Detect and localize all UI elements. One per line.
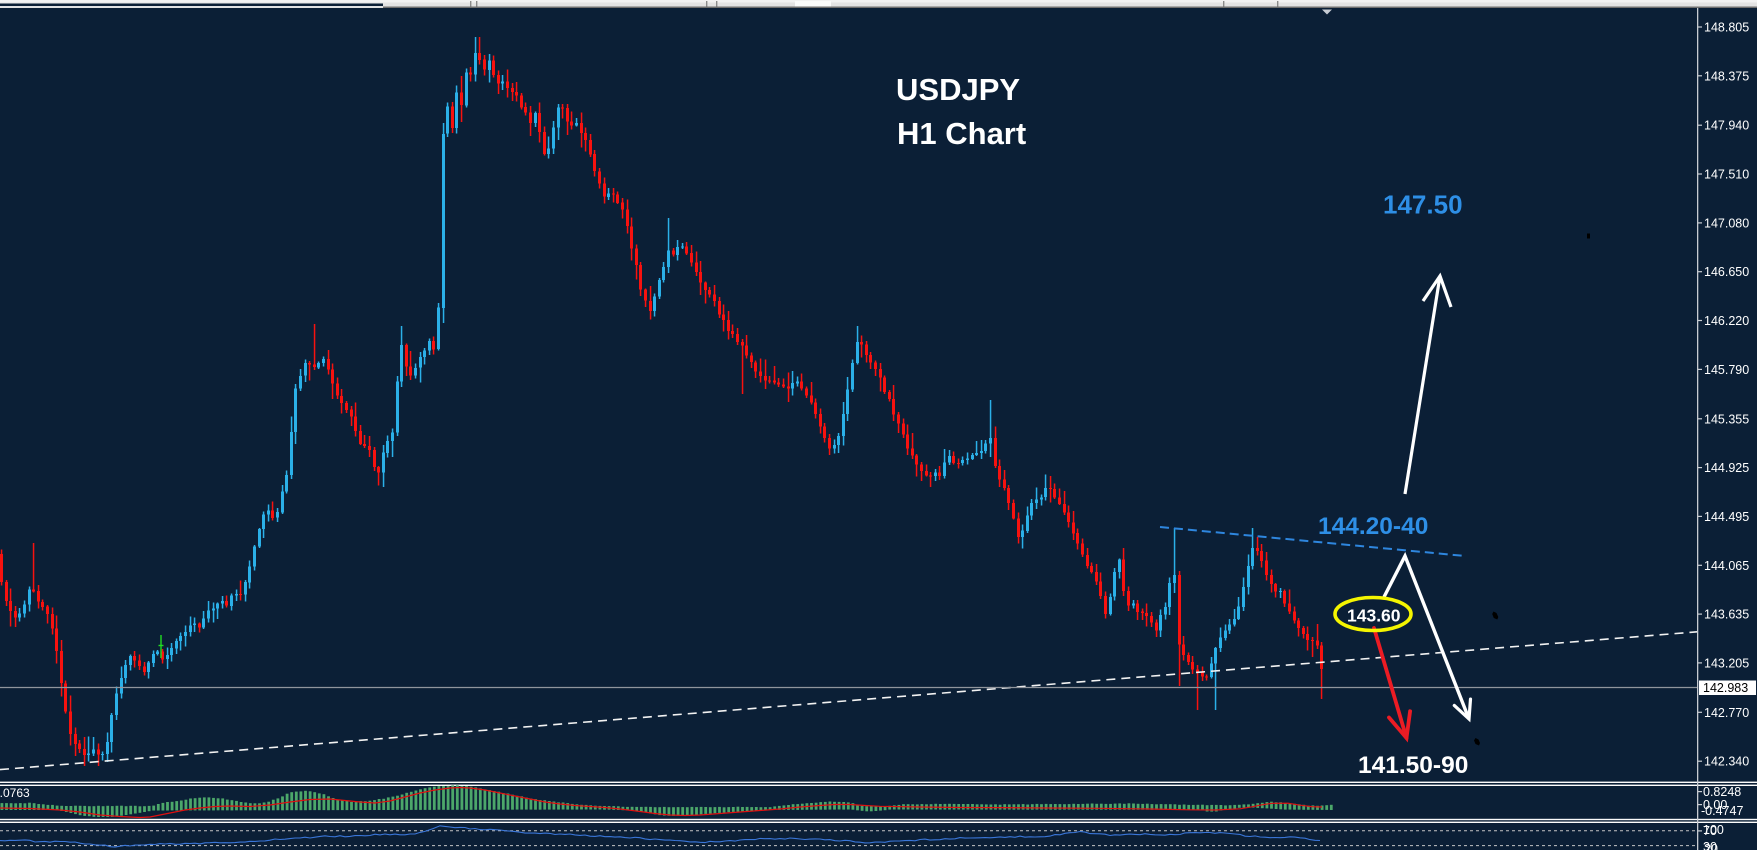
svg-text:141.50-90: 141.50-90	[1358, 752, 1468, 779]
svg-text:143.60: 143.60	[1347, 606, 1401, 626]
svg-text:143.635: 143.635	[1704, 608, 1749, 622]
svg-text:0.00: 0.00	[1703, 798, 1727, 812]
svg-text:144.20-40: 144.20-40	[1318, 513, 1428, 540]
svg-text:-0.4747: -0.4747	[1701, 804, 1743, 818]
svg-text:146.650: 146.650	[1704, 265, 1749, 279]
svg-text:100: 100	[1703, 823, 1724, 837]
svg-text:147.50: 147.50	[1383, 190, 1463, 220]
svg-text:145.790: 145.790	[1704, 363, 1749, 377]
svg-text:70: 70	[1703, 824, 1717, 838]
svg-text:145.355: 145.355	[1704, 412, 1749, 426]
svg-text:USDJPY: USDJPY	[896, 72, 1020, 107]
svg-text:143.205: 143.205	[1704, 656, 1749, 670]
svg-text:20: 20	[1704, 842, 1718, 850]
svg-text:142.770: 142.770	[1704, 706, 1749, 720]
svg-text:142.340: 142.340	[1704, 755, 1749, 769]
svg-text:0.0763: 0.0763	[0, 786, 30, 800]
svg-text:147.080: 147.080	[1704, 216, 1749, 230]
svg-text:142.983: 142.983	[1703, 681, 1748, 695]
svg-text:0.8248: 0.8248	[1703, 785, 1741, 799]
svg-text:148.375: 148.375	[1704, 69, 1749, 83]
svg-text:147.940: 147.940	[1704, 119, 1749, 133]
svg-text:148.805: 148.805	[1704, 21, 1749, 35]
svg-text:H1 Chart: H1 Chart	[897, 116, 1026, 151]
svg-text:144.065: 144.065	[1704, 559, 1749, 573]
svg-text:144.925: 144.925	[1704, 461, 1749, 475]
svg-text:30: 30	[1703, 840, 1717, 850]
svg-text:144.495: 144.495	[1704, 510, 1749, 524]
svg-text:146.220: 146.220	[1704, 314, 1749, 328]
svg-text:147.510: 147.510	[1704, 168, 1749, 182]
